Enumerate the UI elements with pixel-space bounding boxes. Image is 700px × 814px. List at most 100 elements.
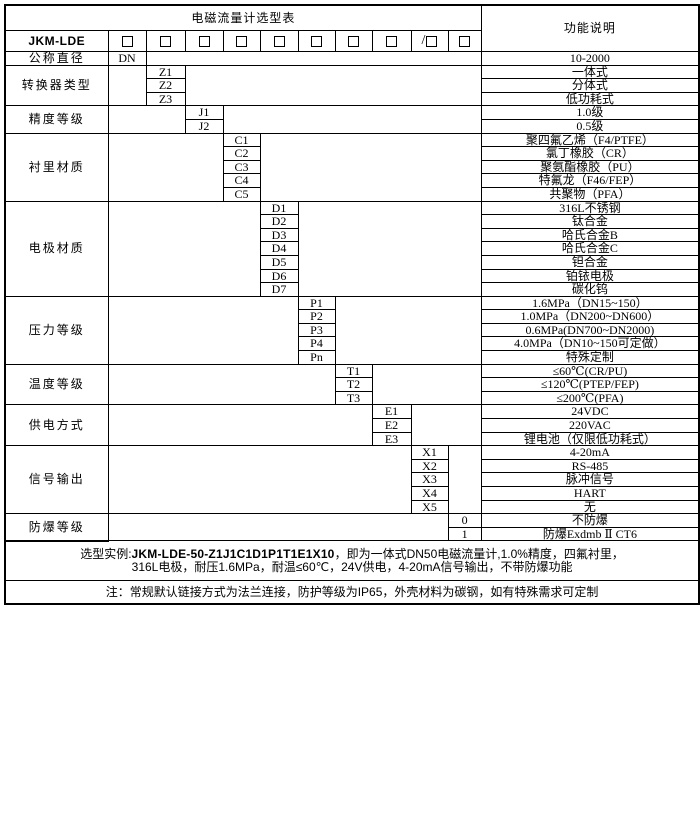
spec-label-z: 转换器类型 — [4, 64, 109, 107]
example-lead: 选型实例: — [80, 547, 132, 562]
desc-J1: 1.0级 — [480, 105, 700, 120]
code-D5: D5 — [259, 254, 299, 270]
spec-row: 精度等级 J1 1.0级 — [4, 105, 700, 134]
code-D6: D6 — [259, 268, 299, 284]
blank-right-c — [259, 132, 482, 202]
table-title: 电磁流量计选型表 — [3, 4, 482, 31]
spec-label-dn: 公称直径 — [4, 51, 109, 66]
checkbox-cell-1[interactable] — [107, 30, 147, 52]
checkbox-cell-10[interactable] — [447, 30, 482, 52]
desc-D5: 钽合金 — [480, 254, 700, 270]
code-C2: C2 — [222, 146, 261, 161]
code-Z2: Z2 — [145, 78, 186, 93]
desc-X4: HART — [480, 486, 700, 501]
code-1: 1 — [447, 526, 482, 542]
model-prefix: JKM-LDE — [4, 30, 109, 52]
code-E1: E1 — [371, 404, 412, 420]
spec-row: 公称直径 DN 10-2000 — [4, 51, 700, 66]
spec-row: 信号输出 X1 4-20mA — [4, 445, 700, 515]
code-checkbox[interactable] — [121, 36, 133, 48]
desc-P2: 1.0MPa（DN200~DN600） — [480, 309, 700, 324]
blank-left-z — [107, 64, 147, 107]
spec-label-c: 衬里材质 — [4, 132, 109, 202]
desc-E2: 220VAC — [480, 418, 700, 433]
spec-label-e: 供电方式 — [4, 404, 109, 447]
desc-Z3: 低功耗式 — [480, 91, 700, 107]
code-checkbox[interactable] — [311, 36, 322, 48]
checkbox-cell-4[interactable] — [222, 30, 261, 52]
desc-X2: RS-485 — [480, 458, 700, 474]
desc-D2: 钛合金 — [480, 214, 700, 229]
checkbox-cell-8[interactable] — [371, 30, 412, 52]
spec-row: 供电方式 E1 24VDC — [4, 404, 700, 447]
spec-label-b: 防爆等级 — [4, 513, 109, 542]
desc-Z2: 分体式 — [480, 78, 700, 93]
spec-row: Pn 特殊定制 — [5, 350, 700, 365]
blank-left-j — [107, 105, 186, 134]
code-P3: P3 — [297, 322, 336, 338]
spec-row: C5 共聚物（PFA） — [5, 186, 700, 202]
code-D3: D3 — [259, 227, 299, 243]
spec-row: 电极材质 D1 316L不锈钢 — [4, 200, 700, 297]
code-checkbox[interactable] — [348, 36, 359, 48]
spec-row: 衬里材质 C1 聚四氟乙烯（F4/PTFE） — [4, 132, 700, 202]
desc-C1: 聚四氟乙烯（F4/PTFE） — [480, 132, 700, 148]
desc-0: 不防爆 — [480, 513, 700, 528]
model-code-row: JKM-LDE / — [4, 30, 699, 52]
spec-row: 防爆等级 0 不防爆 — [4, 513, 700, 542]
code-checkbox[interactable] — [198, 36, 210, 48]
blank-left-e — [107, 404, 373, 447]
desc-X3: 脉冲信号 — [480, 472, 700, 487]
checkbox-cell-6[interactable] — [297, 30, 336, 52]
code-D4: D4 — [259, 241, 299, 256]
desc-D7: 碳化钨 — [480, 282, 700, 297]
desc-D6: 铂铱电极 — [480, 268, 700, 284]
code-checkbox[interactable] — [426, 35, 438, 47]
desc-Z1: 一体式 — [480, 64, 700, 80]
title-row: 电磁流量计选型表 功能说明 — [3, 4, 700, 52]
code-P1: P1 — [297, 295, 336, 311]
code-checkbox[interactable] — [236, 36, 247, 48]
spec-row: 转换器类型 Z1 一体式 — [4, 64, 700, 107]
desc-T1: ≤60℃(CR/PU) — [480, 363, 700, 379]
code-X5: X5 — [410, 499, 449, 515]
blank-right-p — [334, 295, 482, 365]
code-X1: X1 — [410, 445, 449, 460]
blank-left-x — [107, 445, 412, 515]
flowmeter-selection-table: 电磁流量计选型表 功能说明 JKM-LDE / 公称直径 DN 10-2000 转换器类型 Z1… — [3, 4, 700, 605]
code-D2: D2 — [259, 214, 299, 229]
code-E2: E2 — [371, 418, 412, 433]
desc-C5: 共聚物（PFA） — [480, 186, 700, 202]
desc-1: 防爆Exdmb Ⅱ CT6 — [480, 526, 700, 542]
example-line2: 316L电极，耐压1.6MPa，耐温≤60℃，24V供电，4-20mA信号输出，… — [131, 559, 573, 574]
code-C4: C4 — [222, 173, 261, 188]
desc-C4: 特氟龙（F46/FEP） — [480, 173, 700, 188]
checkbox-cell-5[interactable] — [259, 30, 299, 52]
spec-label-x: 信号输出 — [4, 445, 109, 515]
code-checkbox[interactable] — [160, 36, 171, 48]
desc-T2: ≤120℃(PTEP/FEP) — [480, 377, 700, 392]
code-X3: X3 — [410, 472, 449, 487]
blank-left-c — [107, 132, 224, 202]
desc-X1: 4-20mA — [480, 445, 700, 460]
checkbox-cell-2[interactable] — [145, 30, 186, 52]
desc-E1: 24VDC — [480, 404, 700, 420]
checkbox-cell-9[interactable]: / — [410, 30, 449, 52]
spec-label-j: 精度等级 — [4, 105, 109, 134]
code-J2: J2 — [184, 118, 224, 134]
code-checkbox[interactable] — [273, 36, 285, 48]
code-C1: C1 — [222, 132, 261, 148]
code-P4: P4 — [297, 336, 336, 352]
desc-Pn: 特殊定制 — [480, 350, 700, 365]
code-checkbox[interactable] — [386, 36, 397, 48]
desc-J2: 0.5级 — [480, 118, 700, 134]
checkbox-cell-7[interactable] — [334, 30, 373, 52]
code-checkbox[interactable] — [459, 36, 471, 48]
spec-row: 温度等级 T1 ≤60℃(CR/PU) — [4, 363, 700, 406]
blank-right-d — [297, 200, 482, 297]
desc-D1: 316L不锈钢 — [480, 200, 700, 216]
checkbox-cell-3[interactable] — [184, 30, 224, 52]
code-Pn: Pn — [297, 350, 336, 365]
code-P2: P2 — [297, 309, 336, 324]
note-row: 注：常规默认链接方式为法兰连接，防护等级为IP65，外壳材料为碳钢，如有特殊需求… — [3, 579, 700, 605]
